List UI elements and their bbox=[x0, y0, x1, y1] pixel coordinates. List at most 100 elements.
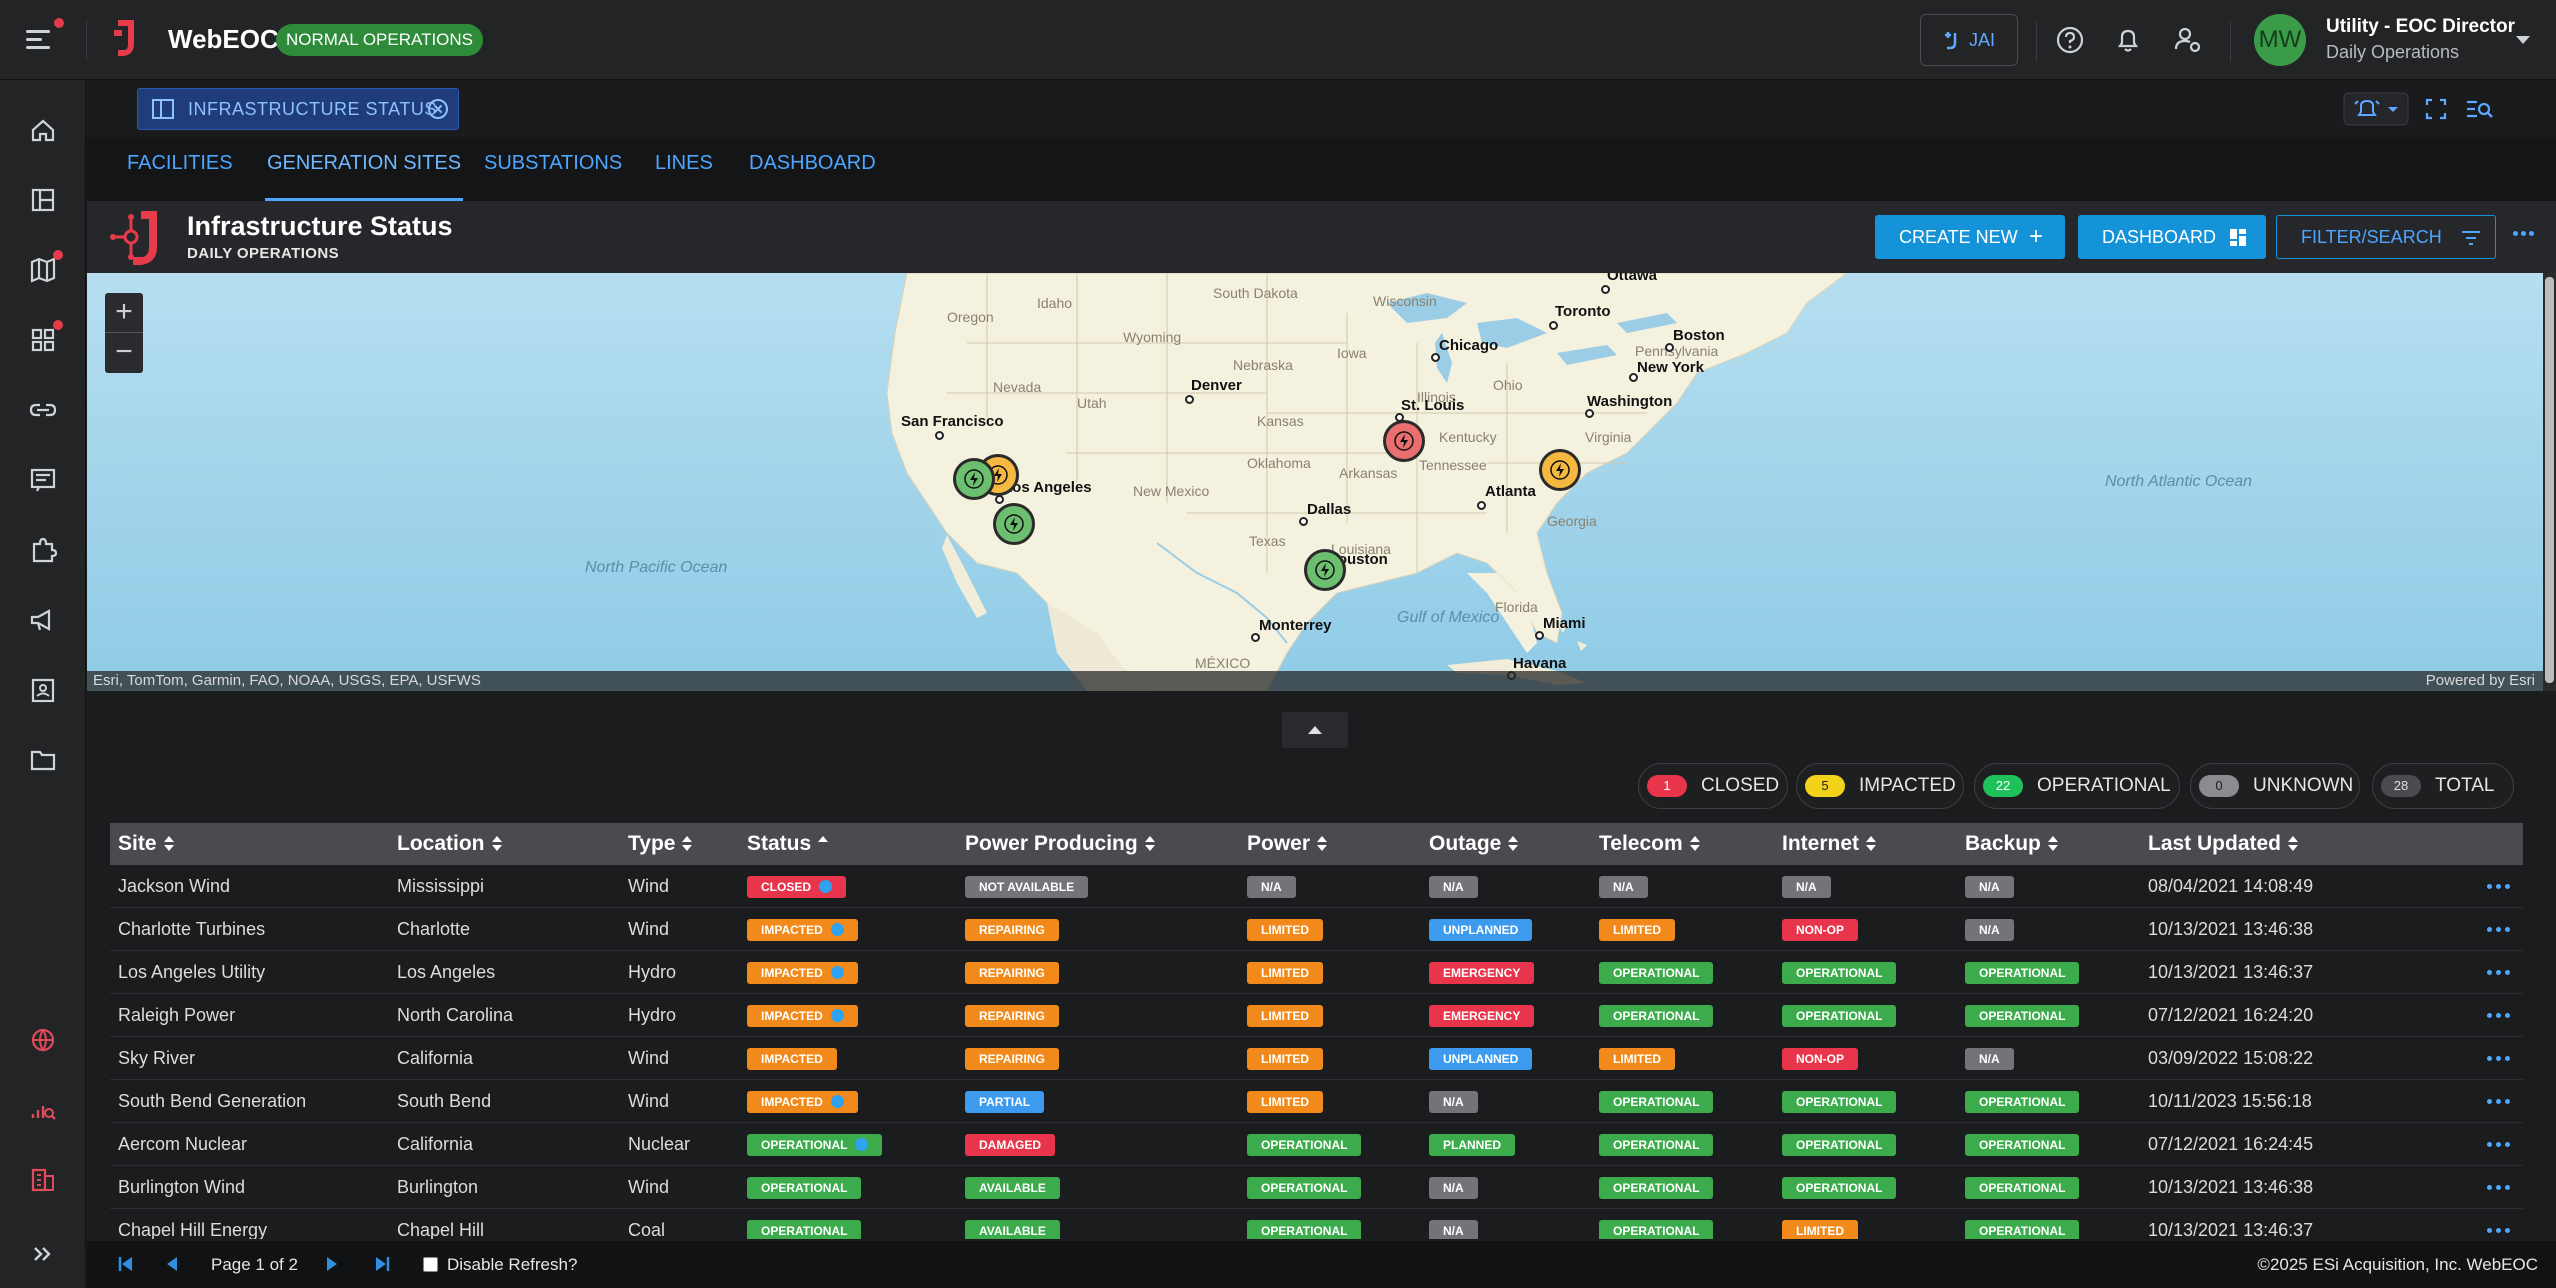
board-header: Infrastructure Status DAILY OPERATIONS C… bbox=[87, 201, 2556, 273]
jai-assistant-button[interactable]: JAI bbox=[1920, 14, 2018, 66]
info-icon[interactable] bbox=[830, 966, 844, 980]
disable-refresh-checkbox[interactable] bbox=[423, 1257, 438, 1272]
zoom-out-button[interactable]: − bbox=[115, 335, 133, 368]
info-icon[interactable] bbox=[830, 1095, 844, 1109]
info-icon[interactable] bbox=[830, 923, 844, 937]
column-header-location[interactable]: Location bbox=[397, 823, 503, 865]
table-row[interactable]: Los Angeles Utility Los Angeles Hydro IMPAC… bbox=[110, 951, 2523, 994]
power-badge: N/A bbox=[1247, 876, 1296, 899]
table-row[interactable]: Aercom Nuclear California Nuclear OPERATION… bbox=[110, 1123, 2523, 1166]
map-view[interactable]: Oregon Idaho Wyoming South Dakota Nebras… bbox=[87, 273, 2543, 691]
table-row[interactable]: Burlington Wind Burlington Wind OPERATIONAL… bbox=[110, 1166, 2523, 1209]
status-chip-total[interactable]: 28 TOTAL bbox=[2372, 763, 2514, 809]
sidebar-messages-icon[interactable] bbox=[23, 460, 63, 500]
user-position[interactable]: Utility - EOC Director bbox=[2326, 16, 2515, 37]
last-page-icon[interactable] bbox=[373, 1255, 391, 1273]
column-header-internet[interactable]: Internet bbox=[1782, 823, 1877, 865]
table-row[interactable]: Charlotte Turbines Charlotte Wind IMPACTED R… bbox=[110, 908, 2523, 951]
table-row[interactable]: Jackson Wind Mississippi Wind CLOSED NOT AVA… bbox=[110, 865, 2523, 908]
sidebar-files-icon[interactable] bbox=[23, 740, 63, 780]
column-header-last-updated[interactable]: Last Updated bbox=[2148, 823, 2299, 865]
avatar[interactable]: MW bbox=[2254, 14, 2306, 66]
help-icon[interactable] bbox=[2052, 22, 2088, 58]
close-icon[interactable] bbox=[428, 99, 448, 119]
sidebar-home-icon[interactable] bbox=[23, 110, 63, 150]
create-new-button[interactable]: CREATE NEW + bbox=[1875, 215, 2065, 259]
status-chip-closed[interactable]: 1 CLOSED bbox=[1638, 763, 1788, 809]
sidebar-plugins-icon[interactable] bbox=[23, 530, 63, 570]
sort-icon bbox=[2287, 836, 2299, 852]
sidebar-alerts-icon[interactable] bbox=[23, 600, 63, 640]
powered-by-text[interactable]: Powered by Esri bbox=[2425, 672, 2535, 689]
tab-lines[interactable]: LINES bbox=[655, 152, 713, 174]
row-more-icon[interactable] bbox=[2487, 970, 2511, 976]
site-marker-operational[interactable] bbox=[953, 458, 995, 500]
status-chip-operational[interactable]: 22 OPERATIONAL bbox=[1974, 763, 2180, 809]
site-marker-closed[interactable] bbox=[1383, 420, 1425, 462]
fullscreen-icon[interactable] bbox=[2421, 92, 2451, 126]
tab-substations[interactable]: SUBSTATIONS bbox=[484, 152, 623, 174]
column-header-backup[interactable]: Backup bbox=[1965, 823, 2059, 865]
site-marker-operational[interactable] bbox=[1304, 549, 1346, 591]
next-page-icon[interactable] bbox=[323, 1255, 341, 1273]
sidebar-analytics-icon[interactable] bbox=[23, 1090, 63, 1130]
search-list-icon[interactable] bbox=[2463, 92, 2495, 126]
row-more-icon[interactable] bbox=[2487, 1013, 2511, 1019]
sidebar-expand-icon[interactable] bbox=[23, 1234, 63, 1274]
column-header-power[interactable]: Power bbox=[1247, 823, 1328, 865]
column-header-outage[interactable]: Outage bbox=[1429, 823, 1519, 865]
status-chip-impacted[interactable]: 5 IMPACTED bbox=[1796, 763, 1964, 809]
filter-search-button[interactable]: FILTER/SEARCH bbox=[2276, 215, 2496, 259]
map-scrollbar[interactable] bbox=[2543, 273, 2556, 691]
sidebar-links-icon[interactable] bbox=[23, 390, 63, 430]
pagination-bar: Page 1 of 2 Disable Refresh? ©2025 ESi A… bbox=[87, 1241, 2556, 1288]
bell-icon[interactable] bbox=[2110, 22, 2146, 58]
row-more-icon[interactable] bbox=[2487, 1099, 2511, 1105]
column-header-type[interactable]: Type bbox=[628, 823, 693, 865]
zoom-in-button[interactable]: + bbox=[105, 293, 143, 333]
chevron-down-icon[interactable] bbox=[2516, 36, 2530, 44]
internet-badge: OPERATIONAL bbox=[1782, 962, 1897, 985]
site-marker-impacted[interactable] bbox=[1539, 449, 1581, 491]
row-more-icon[interactable] bbox=[2487, 1142, 2511, 1148]
sidebar-reports-icon[interactable] bbox=[23, 1160, 63, 1200]
site-marker-operational[interactable] bbox=[993, 503, 1035, 545]
info-icon[interactable] bbox=[830, 1009, 844, 1023]
city-marker bbox=[1251, 633, 1260, 642]
previous-page-icon[interactable] bbox=[163, 1255, 181, 1273]
sidebar-dashboards-item[interactable] bbox=[23, 320, 63, 360]
sidebar-boards-icon[interactable] bbox=[23, 180, 63, 220]
sidebar-checkin-icon[interactable] bbox=[23, 670, 63, 710]
table-row[interactable]: Sky River California Wind IMPACTED REPAIRING… bbox=[110, 1037, 2523, 1080]
user-settings-icon[interactable] bbox=[2170, 22, 2206, 58]
info-icon[interactable] bbox=[855, 1138, 869, 1152]
sidebar-globe-icon[interactable] bbox=[23, 1020, 63, 1060]
column-header-telecom[interactable]: Telecom bbox=[1599, 823, 1701, 865]
collapse-map-button[interactable] bbox=[1282, 712, 1348, 748]
table-row[interactable]: Raleigh Power North Carolina Hydro IMPACTED… bbox=[110, 994, 2523, 1037]
row-more-icon[interactable] bbox=[2487, 1228, 2511, 1234]
workspace-tab-infrastructure-status[interactable]: INFRASTRUCTURE STATUS bbox=[137, 88, 459, 130]
dashboard-button[interactable]: DASHBOARD bbox=[2078, 215, 2266, 259]
column-header-site[interactable]: Site bbox=[118, 823, 175, 865]
table-row[interactable]: South Bend Generation South Bend Wind IMPAC… bbox=[110, 1080, 2523, 1123]
column-header-status[interactable]: Status bbox=[747, 823, 829, 865]
row-more-icon[interactable] bbox=[2487, 927, 2511, 933]
row-more-icon[interactable] bbox=[2487, 1185, 2511, 1191]
sidebar-maps-item[interactable] bbox=[23, 250, 63, 290]
tab-facilities[interactable]: FACILITIES bbox=[127, 152, 233, 174]
tab-generation-sites[interactable]: GENERATION SITES bbox=[265, 139, 463, 201]
tab-dashboard[interactable]: DASHBOARD bbox=[749, 152, 876, 174]
table-row[interactable]: Chapel Hill Energy Chapel Hill Coal OPERATI… bbox=[110, 1209, 2523, 1239]
disable-refresh-label[interactable]: Disable Refresh? bbox=[447, 1255, 578, 1274]
info-icon[interactable] bbox=[819, 880, 833, 894]
first-page-icon[interactable] bbox=[117, 1255, 135, 1273]
row-more-icon[interactable] bbox=[2487, 1056, 2511, 1062]
city-marker bbox=[995, 495, 1004, 504]
status-chip-unknown[interactable]: 0 UNKNOWN bbox=[2190, 763, 2360, 809]
operations-mode-badge[interactable]: NORMAL OPERATIONS bbox=[276, 24, 484, 56]
column-header-power-producing[interactable]: Power Producing bbox=[965, 823, 1156, 865]
row-more-icon[interactable] bbox=[2487, 884, 2511, 890]
menu-toggle-icon[interactable] bbox=[26, 18, 64, 54]
alarm-settings-icon[interactable] bbox=[2343, 92, 2409, 126]
